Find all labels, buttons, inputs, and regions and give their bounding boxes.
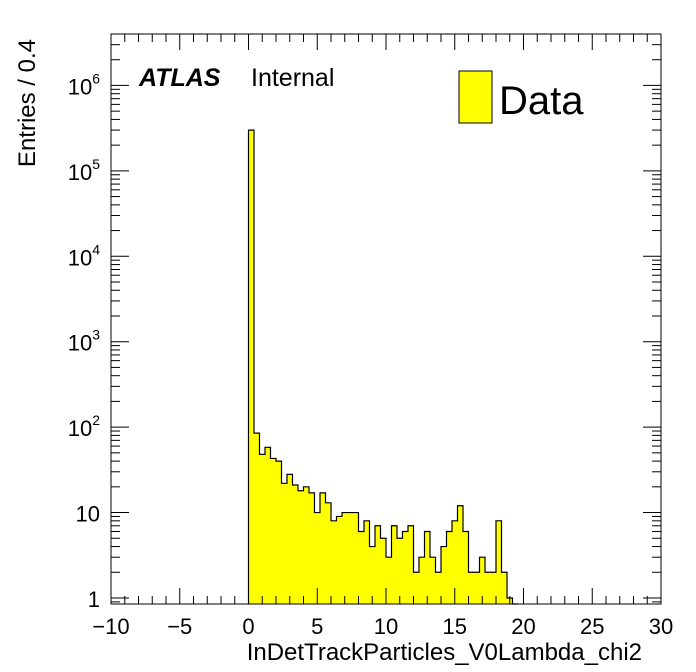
histogram-bin-bar <box>468 572 475 604</box>
x-tick-label: −5 <box>167 614 192 639</box>
y-tick-label: 102 <box>68 412 100 441</box>
x-tick-label: 10 <box>374 614 398 639</box>
y-tick-label: 104 <box>68 241 100 270</box>
histogram-bin-bar <box>446 531 453 604</box>
x-tick-label: 5 <box>311 614 323 639</box>
histogram-bin-bar <box>391 525 398 604</box>
histogram-bin-bar <box>501 572 508 604</box>
histogram-bin-bar <box>320 492 326 604</box>
y-tick-label: 10 <box>76 502 100 527</box>
legend-swatch <box>458 70 493 124</box>
histogram-bin-bar <box>490 572 497 604</box>
histogram-bin-bar <box>342 512 348 604</box>
histogram-bin-bar <box>369 546 376 604</box>
histogram-bin-bar <box>375 525 381 604</box>
y-axis-label: Entries / 0.4 <box>14 39 41 167</box>
histogram-bin-bar <box>496 520 502 604</box>
histogram-bin-bar <box>270 458 277 604</box>
histogram-outline <box>247 129 518 605</box>
histogram-bin-bar <box>424 531 431 604</box>
histogram-bin-bar <box>314 512 321 604</box>
atlas-label: ATLAS <box>138 64 221 92</box>
y-axis-ticks <box>111 33 661 603</box>
histogram-bin-bar <box>397 538 403 604</box>
x-axis-label: InDetTrackParticles_V0Lambda_chi2 <box>247 639 642 666</box>
histogram-bin-bar <box>452 520 458 604</box>
x-tick-label: 25 <box>580 614 604 639</box>
histogram-bin-bar <box>380 538 387 604</box>
x-tick-label: 15 <box>443 614 467 639</box>
histogram-bin-bar <box>298 490 304 604</box>
histogram-bin-bar <box>287 474 293 604</box>
histogram-bin-bar <box>358 531 365 604</box>
histogram-bin-bar <box>419 557 425 604</box>
y-tick-label: 103 <box>68 327 100 356</box>
histogram-bin-bar <box>474 572 480 604</box>
histogram-bin-bar <box>292 485 299 604</box>
x-axis-tick-labels: −10 −5 0 5 10 15 20 25 30 <box>92 614 673 639</box>
histogram-bin-bar <box>463 531 469 604</box>
y-tick-label: 106 <box>68 70 100 99</box>
histogram-bin-bar <box>413 572 420 604</box>
histogram-bin-bar <box>386 557 392 604</box>
histogram-bin-bar <box>435 572 442 604</box>
x-tick-label: 30 <box>649 614 673 639</box>
x-axis-ticks <box>110 34 662 604</box>
histogram-bin-bar <box>364 520 370 604</box>
histogram-bin-bar <box>309 492 315 604</box>
histogram-bin-bar <box>331 520 337 604</box>
histogram-bin-bar <box>430 557 436 604</box>
histogram-bin-bar <box>408 525 414 604</box>
histogram-bin-bar <box>254 433 260 604</box>
x-tick-label: 20 <box>511 614 535 639</box>
histogram-bin-bar <box>281 483 288 604</box>
histogram-bin-bar <box>402 531 409 604</box>
legend-entry-data: Data <box>499 79 584 123</box>
histogram-bin-bar <box>265 447 271 604</box>
histogram-bin-bar <box>485 572 491 604</box>
histogram-bin-bar <box>457 505 464 604</box>
histogram-bin-bar <box>336 516 343 604</box>
histogram-bin-bar <box>441 546 447 604</box>
histogram-bars <box>247 129 518 605</box>
y-tick-label: 105 <box>68 156 100 185</box>
histogram-bin-bar <box>347 512 354 604</box>
histogram-bin-bar <box>303 486 310 604</box>
histogram-bin-bar <box>325 502 332 604</box>
x-tick-label: −10 <box>92 614 129 639</box>
histogram-bin-bar <box>479 557 486 604</box>
atlas-status-label: Internal <box>251 64 334 92</box>
x-tick-label: 0 <box>242 614 254 639</box>
y-axis-tick-labels: 1 10 102 103 104 105 106 <box>68 70 100 612</box>
histogram-bin-bar <box>353 512 359 604</box>
histogram-bin-bar <box>259 454 266 604</box>
histogram-bin-bar <box>276 461 282 604</box>
histogram-bin-bar <box>248 130 255 604</box>
y-tick-label: 1 <box>88 587 100 612</box>
